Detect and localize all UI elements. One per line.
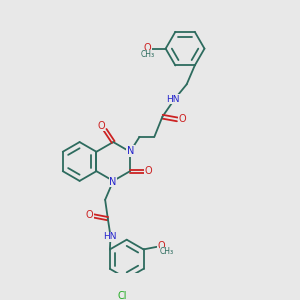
- Text: N: N: [127, 146, 134, 156]
- Text: O: O: [97, 121, 105, 131]
- Text: O: O: [178, 114, 186, 124]
- Text: HN: HN: [103, 232, 117, 241]
- Text: HN: HN: [166, 95, 179, 104]
- Text: O: O: [144, 43, 152, 53]
- Text: N: N: [127, 146, 134, 156]
- Text: O: O: [145, 166, 152, 176]
- Text: O: O: [158, 241, 165, 251]
- Text: CH₃: CH₃: [160, 247, 174, 256]
- Text: O: O: [85, 210, 93, 220]
- Text: N: N: [109, 177, 117, 187]
- Text: CH₃: CH₃: [140, 50, 154, 59]
- Text: Cl: Cl: [118, 290, 128, 300]
